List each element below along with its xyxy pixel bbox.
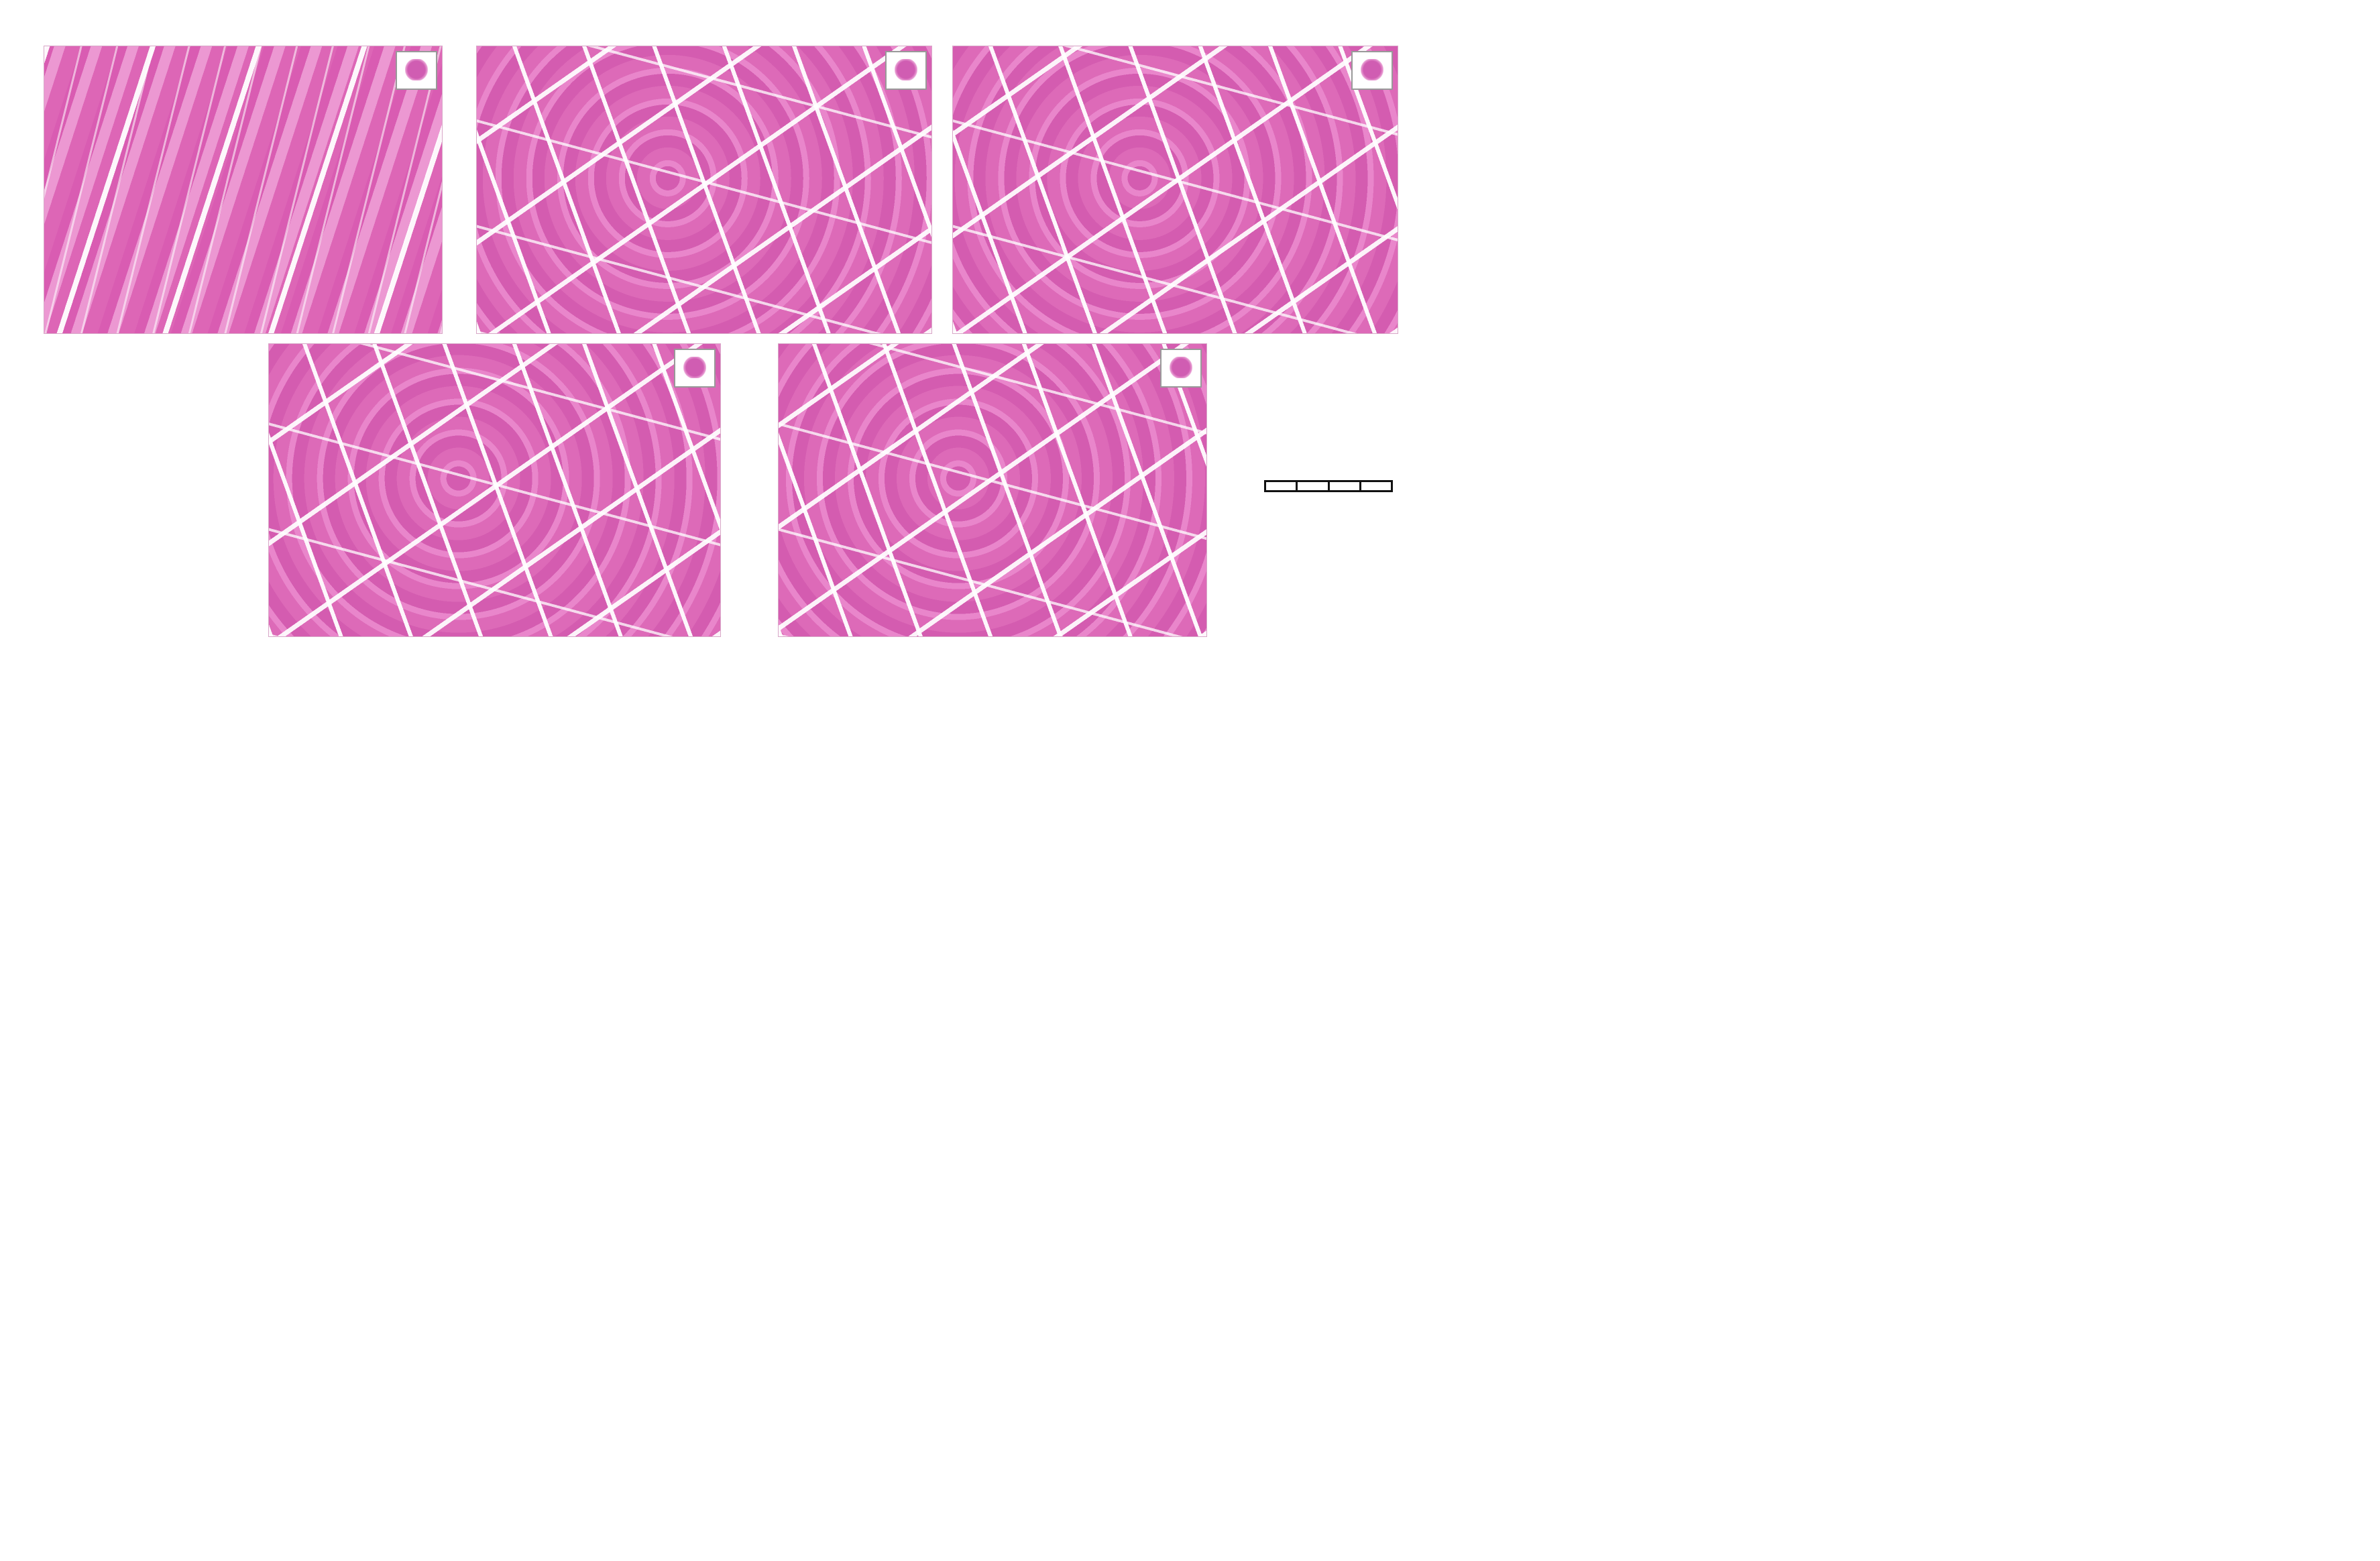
histology-image-2kgy xyxy=(476,46,932,334)
tissue-inset-thumbnail xyxy=(674,349,716,388)
tissue-inset-thumbnail xyxy=(1351,51,1393,90)
fatty-acid-polar-heatmap xyxy=(0,624,1375,1561)
relaxation-3d-plot xyxy=(1402,7,2380,697)
tissue-inset-thumbnail xyxy=(885,51,927,90)
scale-bar xyxy=(1264,477,1393,492)
histology-image-0kgy xyxy=(44,46,443,334)
tissue-inset-thumbnail xyxy=(1160,349,1202,388)
scale-bar-ruler xyxy=(1264,480,1393,492)
histology-image-6kgy xyxy=(778,343,1207,637)
tissue-inset-thumbnail xyxy=(396,51,437,90)
histology-image-3kgy xyxy=(952,46,1398,334)
histology-image-4kgy xyxy=(268,343,721,637)
ffa-bar-chart xyxy=(1381,664,2380,1561)
